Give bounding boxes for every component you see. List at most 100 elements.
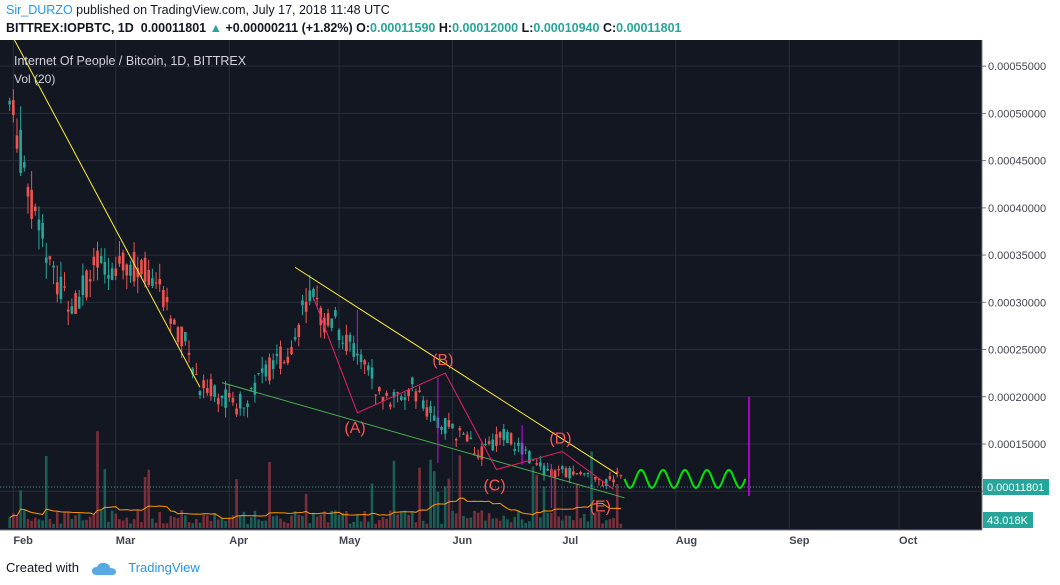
- candle-body: [524, 449, 528, 451]
- candle-body: [103, 261, 107, 275]
- volume-bar: [590, 451, 593, 528]
- candle-body: [506, 431, 509, 443]
- candle-body: [304, 301, 308, 312]
- candle-body: [392, 392, 396, 398]
- volume-bar: [176, 517, 180, 528]
- candle-body: [271, 360, 275, 370]
- volume-bar: [367, 521, 370, 528]
- volume-bar: [238, 515, 242, 528]
- candle-body: [110, 268, 114, 280]
- volume-bar: [447, 478, 451, 528]
- candle-body: [440, 427, 443, 430]
- volume-bar: [458, 455, 462, 528]
- candle-body: [323, 317, 326, 333]
- candle-body: [114, 268, 118, 276]
- candle-body: [352, 343, 355, 357]
- volume-bar: [308, 523, 312, 528]
- volume-bar: [290, 515, 293, 528]
- volume-bar: [487, 513, 491, 528]
- volume-bar: [169, 516, 172, 528]
- candle-body: [63, 286, 66, 288]
- y-tick-label: 0.00040000: [988, 203, 1046, 215]
- volume-bar: [249, 517, 253, 528]
- candle-body: [162, 289, 165, 308]
- candle-body: [242, 407, 246, 409]
- volume-ma-line: [9, 497, 621, 519]
- x-tick-label: May: [339, 535, 361, 547]
- volume-bar: [77, 513, 81, 528]
- y-tick-label: 0.00030000: [988, 297, 1046, 309]
- candle-body: [176, 327, 180, 343]
- candle-body: [334, 310, 337, 317]
- open-label: O:: [356, 21, 371, 35]
- candle-body: [557, 469, 560, 471]
- y-tick-label: 0.00025000: [988, 345, 1046, 357]
- candle-body: [121, 252, 125, 271]
- volume-bar: [517, 510, 520, 528]
- volume-bar: [147, 469, 151, 528]
- candle-body: [326, 313, 330, 326]
- volume-bar: [539, 517, 542, 528]
- volume-bar: [396, 514, 399, 528]
- candle-body: [249, 388, 253, 390]
- tradingview-link[interactable]: TradingView: [128, 560, 200, 575]
- candle-body: [264, 364, 268, 377]
- volume-bar: [198, 522, 202, 528]
- volume-bar: [399, 511, 403, 528]
- volume-bar: [586, 521, 590, 528]
- wave-label: (A): [344, 420, 365, 437]
- close-label: C:: [602, 21, 617, 35]
- volume-bar: [407, 514, 410, 528]
- high-value: 0.00012000: [452, 21, 519, 35]
- volume-bar: [363, 511, 366, 528]
- candle-body: [491, 439, 495, 451]
- wave-label: (B): [432, 352, 453, 369]
- author-link[interactable]: Sir_DURZO: [6, 3, 73, 17]
- price-tag: [983, 479, 1049, 495]
- volume-bar: [418, 467, 421, 528]
- created-with-text: Created with: [6, 560, 79, 575]
- volume-tag-label: 43.018K: [987, 515, 1029, 527]
- candle-body: [443, 418, 447, 434]
- volume-bar: [389, 510, 392, 528]
- triangle-upper-line: [294, 266, 618, 475]
- candle-body: [454, 438, 458, 441]
- volume-bar: [484, 520, 487, 528]
- volume-bar: [410, 512, 414, 528]
- candle-body: [462, 433, 465, 435]
- drawings: (A) (B) (C) (D) (E): [13, 40, 750, 515]
- downtrend-line: [13, 40, 201, 388]
- publish-info: Sir_DURZO published on TradingView.com, …: [6, 3, 390, 17]
- volume-bar: [425, 523, 429, 528]
- candle-body: [37, 219, 41, 231]
- price-chart[interactable]: (A)(B)(C)(D)(E) 0.000550000.000500000.00…: [0, 40, 1060, 550]
- candle-body: [337, 329, 341, 340]
- candle-body: [198, 391, 202, 396]
- candle-body: [118, 256, 121, 264]
- candle-body: [579, 472, 582, 475]
- candle-body: [546, 468, 549, 471]
- chart-background: [0, 40, 982, 530]
- volume-bar: [473, 510, 476, 528]
- candle-body: [586, 473, 590, 475]
- volume-bar: [429, 459, 432, 528]
- candle-body: [44, 257, 48, 263]
- candle-body: [66, 309, 70, 312]
- y-tick-label: 0.00015000: [988, 439, 1046, 451]
- volume-bar: [619, 523, 623, 528]
- volume-bar: [253, 510, 257, 528]
- volume-bar: [370, 483, 374, 528]
- volume-bar: [582, 513, 586, 528]
- volume-bar: [162, 523, 165, 528]
- volume-bar: [41, 520, 44, 528]
- candle-body: [165, 297, 169, 303]
- volume-bar: [421, 520, 425, 528]
- candle-body: [253, 382, 257, 395]
- candle-body: [282, 362, 286, 364]
- volume-bar: [550, 512, 553, 528]
- x-tick-label: Oct: [899, 535, 918, 547]
- candle-body: [41, 222, 44, 239]
- volume-bar: [129, 523, 132, 528]
- volume-bar: [246, 523, 249, 528]
- candle-body: [528, 451, 531, 464]
